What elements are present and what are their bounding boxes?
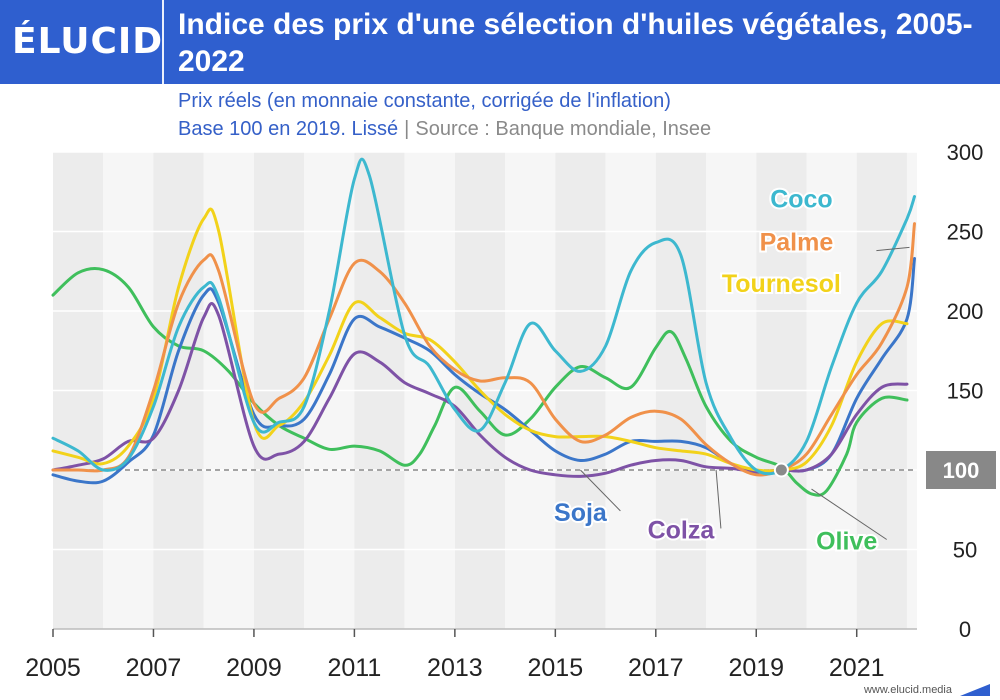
leader-line-soja xyxy=(580,469,621,512)
series-label-colza: Colza xyxy=(648,516,716,544)
series-label-olive: Olive xyxy=(816,528,877,556)
y-tick-label: 200 xyxy=(947,299,984,324)
header-divider xyxy=(162,0,164,84)
x-tick-label: 2007 xyxy=(126,654,182,682)
y-tick-label: 300 xyxy=(947,140,984,165)
series-label-palme: Palme xyxy=(760,229,834,257)
y-tick-label: 250 xyxy=(947,220,984,245)
y-tick-label: 0 xyxy=(959,617,971,642)
x-tick-label: 2005 xyxy=(25,654,81,682)
leader-line-palme xyxy=(876,246,910,252)
base-2019-marker xyxy=(773,462,789,478)
series-label-coco: Coco xyxy=(770,186,833,214)
chart-subtitle-base: Base 100 en 2019. Lissé | Source : Banque … xyxy=(178,118,711,141)
x-tick-label: 2017 xyxy=(628,654,684,682)
x-tick-label: 2011 xyxy=(328,654,382,682)
elucid-logo: ÉLUCID xyxy=(12,21,164,62)
header-bar: ÉLUCID Indice des prix d'une sélection d… xyxy=(0,0,1000,84)
footer-url: www.elucid.media xyxy=(863,684,952,696)
separator: | xyxy=(404,118,410,140)
base-note: Base 100 en 2019. Lissé xyxy=(178,118,399,140)
series-label-soja: Soja xyxy=(554,499,608,527)
chart-subtitle: Prix réels (en monnaie constante, corrig… xyxy=(178,90,671,112)
reference-label-box xyxy=(926,451,996,489)
y-tick-label: 150 xyxy=(947,379,984,404)
brand-mark-icon xyxy=(960,684,990,696)
chart-title: Indice des prix d'une sélection d'huiles… xyxy=(178,8,973,78)
series-label-tournesol: Tournesol xyxy=(722,270,841,298)
x-tick-label: 2015 xyxy=(528,654,584,682)
x-tick-label: 2021 xyxy=(829,654,885,682)
y-tick-label: 50 xyxy=(953,538,977,563)
x-tick-label: 2013 xyxy=(427,654,483,682)
leader-line-olive xyxy=(811,488,887,540)
x-tick-label: 2019 xyxy=(728,654,784,682)
leader-line-colza xyxy=(715,469,722,529)
reference-label: 100 xyxy=(943,458,980,483)
x-tick-label: 2009 xyxy=(226,654,282,682)
series-line-olive xyxy=(51,267,909,497)
source-note: Source : Banque mondiale, Insee xyxy=(415,118,712,140)
